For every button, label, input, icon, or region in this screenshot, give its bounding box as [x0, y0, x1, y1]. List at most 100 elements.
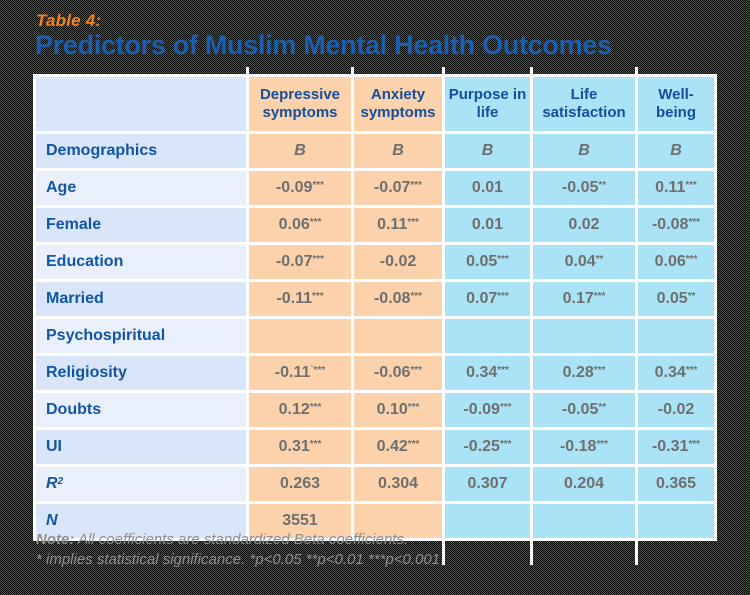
stat-value-cell: -0.25***	[445, 430, 530, 464]
stat-value-cell: -0.09***	[249, 171, 351, 205]
stat-value-cell	[638, 319, 714, 353]
stat-value-cell	[249, 319, 351, 353]
table-row: Doubts 0.12*** 0.10*** -0.09*** -0.05** -0.02	[36, 393, 714, 427]
stat-value-cell: B	[638, 134, 714, 168]
stat-value-cell: 0.204	[533, 467, 635, 501]
stat-value-cell: -0.09***	[445, 393, 530, 427]
stat-value-cell: -0.07***	[354, 171, 442, 205]
stat-value-cell: 0.10***	[354, 393, 442, 427]
row-label-text: Religiosity	[46, 364, 127, 381]
stat-value-cell: 0.07***	[445, 282, 530, 316]
column-divider-tick	[635, 517, 638, 565]
row-label: Married	[36, 282, 246, 316]
row-label: UI	[36, 430, 246, 464]
row-label: Doubts	[36, 393, 246, 427]
row-label-text: N	[46, 512, 58, 529]
column-divider-tick	[351, 517, 354, 527]
row-label-text: Married	[46, 290, 104, 307]
table-row: Female 0.06*** 0.11*** 0.01 0.02 -0.08***	[36, 208, 714, 242]
column-divider-tick	[246, 67, 249, 77]
stat-value-cell: 0.17***	[533, 282, 635, 316]
table-row: R2 0.263 0.304 0.307 0.204 0.365	[36, 467, 714, 501]
stat-value-cell: -0.11`***	[249, 356, 351, 390]
column-divider-tick	[530, 67, 533, 77]
column-divider-tick	[635, 67, 638, 77]
footnote-line-1-text: All coefficients are standardized Beta c…	[74, 531, 409, 548]
table-row: Education -0.07*** -0.02 0.05*** 0.04** 0.06*…	[36, 245, 714, 279]
table-row: Married -0.11*** -0.08*** 0.07*** 0.17*** 0.0…	[36, 282, 714, 316]
stat-value-cell: 0.304	[354, 467, 442, 501]
stat-value-cell: 0.34***	[445, 356, 530, 390]
stat-value-cell: 0.42***	[354, 430, 442, 464]
row-label: Demographics	[36, 134, 246, 168]
stat-value-cell: -0.02	[354, 245, 442, 279]
column-header: Anxiety symptoms	[354, 77, 442, 131]
column-header: Depressive symptoms	[249, 77, 351, 131]
stat-value-cell: B	[249, 134, 351, 168]
stat-value-cell: B	[354, 134, 442, 168]
header-row: Depressive symptoms Anxiety symptoms Purpo…	[36, 77, 714, 131]
row-label-text: Psychospiritual	[46, 327, 166, 344]
stat-value-cell	[445, 319, 530, 353]
footnote-line-1: Note: All coefficients are standardized …	[36, 530, 440, 550]
stat-value-cell: 0.365	[638, 467, 714, 501]
stat-value-cell: -0.08***	[638, 208, 714, 242]
page-title: Predictors of Muslim Mental Health Outco…	[35, 30, 612, 60]
stat-value-cell: 0.01	[445, 208, 530, 242]
stat-value-cell: B	[533, 134, 635, 168]
row-label: Religiosity	[36, 356, 246, 390]
stat-value-cell: 0.05**	[638, 282, 714, 316]
stat-value-cell: B	[445, 134, 530, 168]
stat-value-cell: -0.05**	[533, 171, 635, 205]
stat-value-cell: -0.05**	[533, 393, 635, 427]
footnote-line-2: * implies statistical significance. *p<0…	[36, 550, 441, 568]
stat-value-cell: 0.04**	[533, 245, 635, 279]
column-header: Well-being	[638, 77, 714, 131]
note-label: Note:	[36, 531, 75, 548]
stat-value-cell: 0.01	[445, 171, 530, 205]
stat-value-cell: 0.263	[249, 467, 351, 501]
stat-value-cell: -0.06***	[354, 356, 442, 390]
stat-value-cell: 0.11***	[638, 171, 714, 205]
stat-value-cell: 0.12***	[249, 393, 351, 427]
stat-value-cell: 0.05***	[445, 245, 530, 279]
table-row: Religiosity -0.11`*** -0.06*** 0.34*** 0.28*…	[36, 356, 714, 390]
table-row: Age -0.09*** -0.07*** 0.01 -0.05** 0.11***	[36, 171, 714, 205]
stat-value-cell: 0.34***	[638, 356, 714, 390]
row-label-text: Age	[46, 179, 77, 196]
table-number-label: Table 4:	[36, 11, 102, 30]
row-label-text: UI	[46, 438, 62, 455]
column-header	[36, 77, 246, 131]
row-label-text: Demographics	[46, 142, 158, 159]
stat-value-cell	[638, 504, 714, 538]
stat-value-cell: 3551	[249, 504, 351, 538]
stat-value-cell	[445, 504, 530, 538]
stat-value-cell: 0.06***	[638, 245, 714, 279]
row-label: N	[36, 504, 246, 538]
stat-value-cell: 0.06***	[249, 208, 351, 242]
column-divider-tick	[442, 517, 445, 565]
stat-value-cell: -0.02	[638, 393, 714, 427]
stat-value-cell: -0.08***	[354, 282, 442, 316]
row-label: Education	[36, 245, 246, 279]
table-row: Psychospiritual	[36, 319, 714, 353]
stat-value-cell: -0.18***	[533, 430, 635, 464]
row-label: Female	[36, 208, 246, 242]
row-label: R2	[36, 467, 246, 501]
row-label: Age	[36, 171, 246, 205]
stat-value-cell: 0.02	[533, 208, 635, 242]
stat-value-cell: 0.28***	[533, 356, 635, 390]
column-divider-tick	[442, 67, 445, 77]
row-label: Psychospiritual	[36, 319, 246, 353]
column-divider-tick	[530, 517, 533, 565]
row-label-text: Education	[46, 253, 124, 270]
stat-value-cell	[354, 504, 442, 538]
table-row: N 3551	[36, 504, 714, 538]
table-row: UI 0.31*** 0.42*** -0.25*** -0.18*** -0.31***	[36, 430, 714, 464]
column-header: Life satisfaction	[533, 77, 635, 131]
stat-value-cell: 0.31***	[249, 430, 351, 464]
row-label-text: Female	[46, 216, 102, 233]
table-row: Demographics B B B B B	[36, 134, 714, 168]
stat-value-cell: -0.31***	[638, 430, 714, 464]
